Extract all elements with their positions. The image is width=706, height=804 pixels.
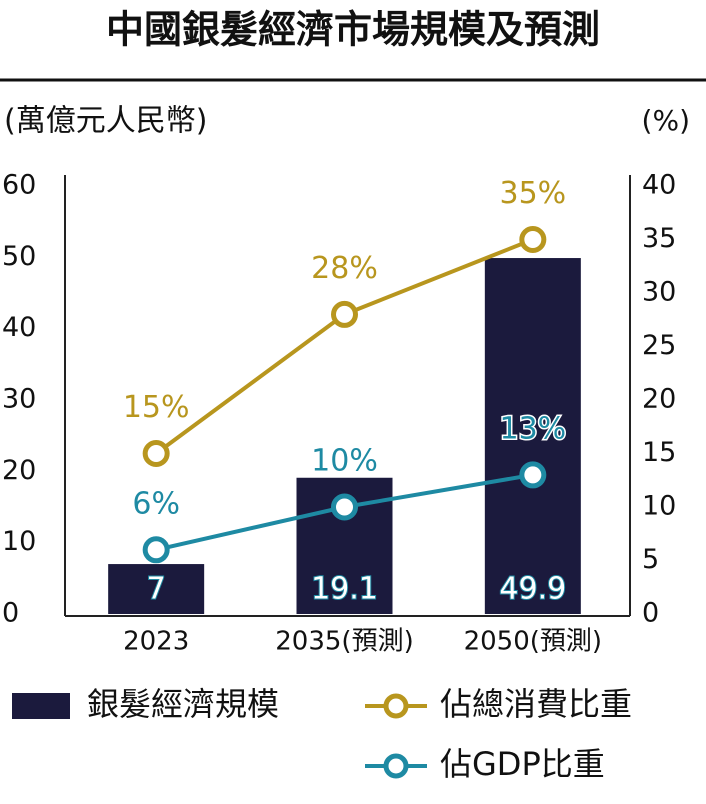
legend-label: 佔總消費比重 — [440, 685, 632, 723]
legend-swatch — [12, 693, 70, 719]
chart-title: 中國銀髮經濟市場規模及預測 — [106, 8, 600, 52]
legend-label: 銀髮經濟規模 — [87, 685, 279, 723]
point-label: 15% — [123, 390, 190, 425]
y-tick-label: 40 — [2, 312, 36, 343]
line-point — [142, 440, 170, 467]
bar-value-label: 7 — [147, 572, 166, 607]
line-point — [331, 493, 358, 521]
x-tick-label: 2035(預測) — [275, 627, 413, 657]
point-label: 10% — [311, 444, 378, 479]
y2-tick-label: 5 — [642, 544, 659, 575]
y-tick-label: 50 — [2, 241, 36, 272]
legend-marker — [383, 693, 409, 719]
point-label: 13% — [499, 411, 566, 446]
x-tick-label: 2050(預測) — [464, 627, 602, 657]
line-point — [519, 461, 547, 489]
y2-tick-label: 40 — [642, 170, 676, 201]
y2-tick-label: 10 — [642, 491, 676, 522]
y-tick-label: 30 — [2, 384, 36, 415]
x-tick-label: 2023 — [123, 627, 189, 657]
bar-value-label: 19.1 — [311, 572, 378, 607]
y2-axis-label: (%) — [642, 104, 690, 137]
y2-tick-label: 15 — [642, 437, 676, 468]
y-tick-label: 60 — [2, 170, 36, 201]
y2-tick-label: 35 — [642, 223, 676, 254]
bar — [484, 258, 581, 614]
point-label: 28% — [311, 251, 378, 286]
y2-tick-label: 30 — [642, 277, 676, 308]
y-axis-label: (萬億元人民幣) — [4, 104, 207, 139]
y-tick-label: 20 — [2, 455, 36, 486]
bar — [108, 564, 205, 614]
y2-tick-label: 0 — [642, 598, 659, 629]
line-point — [142, 536, 170, 564]
y-tick-label: 0 — [2, 598, 19, 629]
y-tick-label: 10 — [2, 526, 36, 557]
line-point — [519, 226, 547, 253]
point-label: 35% — [499, 176, 566, 211]
point-label: 6% — [132, 486, 180, 521]
y2-tick-label: 20 — [642, 384, 676, 415]
bar-value-label: 49.9 — [499, 572, 566, 607]
legend-label: 佔GDP比重 — [440, 745, 605, 783]
legend-marker — [383, 753, 409, 779]
line-point — [331, 300, 358, 328]
y2-tick-label: 25 — [642, 330, 676, 361]
